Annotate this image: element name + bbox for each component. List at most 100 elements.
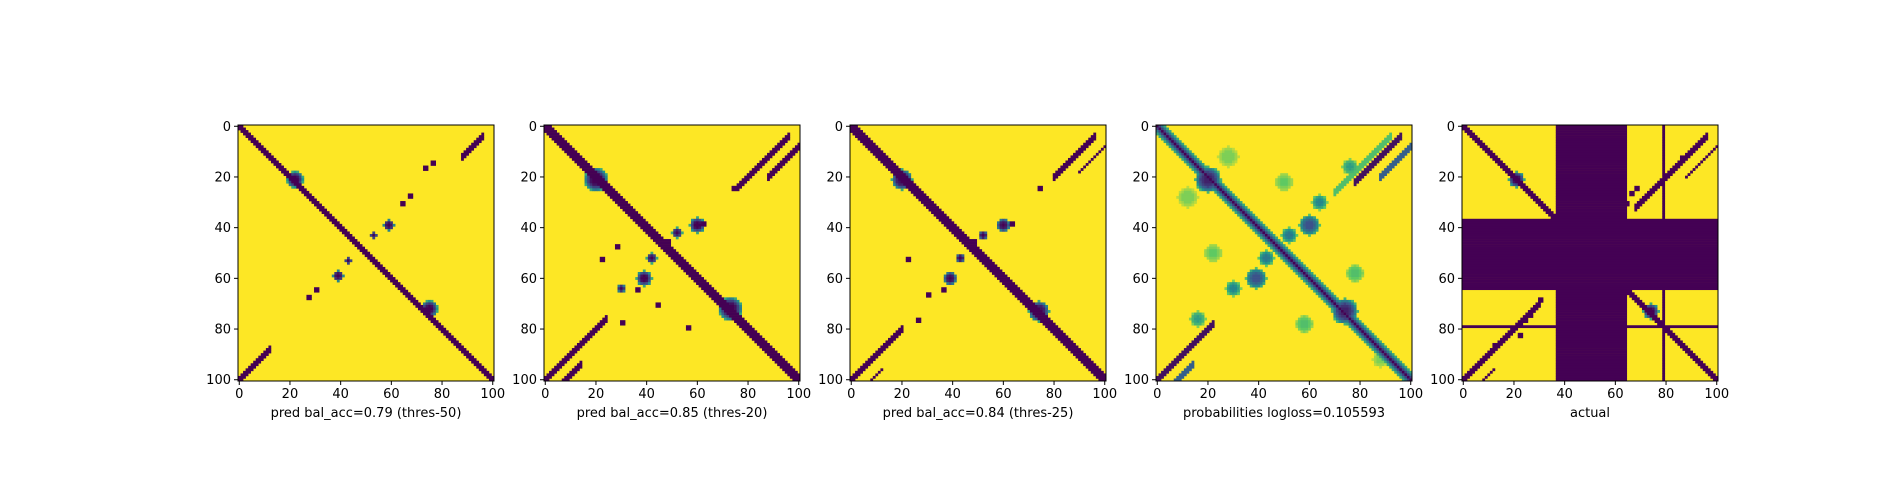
heatmap-cell — [1259, 231, 1263, 235]
heatmap-cell — [1176, 142, 1180, 146]
heatmap-cell — [1361, 274, 1365, 278]
heatmap-cell — [1239, 287, 1243, 291]
x-axis-label: pred bal_acc=0.85 (thres-20) — [577, 406, 768, 421]
y-tick-label: 0 — [223, 120, 231, 135]
heatmap-cell — [1188, 342, 1197, 346]
heatmap-cell — [1341, 307, 1349, 311]
heatmap-cell — [1348, 317, 1352, 321]
heatmap-cell — [1361, 269, 1365, 273]
x-tick-label: 100 — [1092, 387, 1117, 402]
heatmap-cell — [642, 228, 656, 232]
heatmap-cell — [1401, 150, 1410, 154]
heatmap-cell — [1188, 163, 1192, 166]
heatmap-cell — [1343, 317, 1349, 321]
heatmap-cell — [339, 274, 343, 278]
heatmap-cell — [1338, 315, 1342, 318]
heatmap-cell — [665, 251, 679, 255]
heatmap-cell — [1267, 241, 1271, 245]
heatmap-cell — [966, 246, 980, 250]
heatmap-cell — [1161, 125, 1164, 128]
heatmap-cell — [602, 175, 606, 179]
heatmap-cell — [296, 175, 300, 179]
heatmap-cell — [1662, 363, 1666, 367]
heatmap-cell — [1234, 208, 1238, 212]
heatmap-cell — [860, 140, 874, 144]
heatmap-cell — [1219, 152, 1223, 156]
heatmap-cell — [1221, 147, 1225, 151]
heatmap-cell — [1315, 226, 1319, 230]
heatmap-cell — [1348, 274, 1352, 278]
heatmap-cell — [1188, 152, 1192, 156]
heatmap-cell — [1280, 178, 1289, 182]
heatmap-cell — [1252, 216, 1256, 220]
heatmap-cell — [314, 287, 320, 291]
heatmap-cell — [1287, 264, 1291, 268]
heatmap-cell — [1262, 233, 1266, 237]
heatmap-cell — [1662, 310, 1666, 313]
heatmap-cell — [1037, 185, 1043, 189]
heatmap-cell — [243, 132, 251, 136]
heatmap-cell — [1216, 256, 1220, 260]
heatmap-cell — [961, 259, 965, 263]
heatmap-cell — [1275, 180, 1278, 184]
heatmap-cell — [1325, 287, 1329, 291]
heatmap-cell — [1161, 132, 1164, 136]
heatmap-cell — [1239, 216, 1243, 220]
x-tick-label: 0 — [1459, 387, 1467, 402]
heatmap-cell — [1538, 203, 1546, 207]
heatmap-cell — [867, 147, 881, 151]
heatmap-cell — [1290, 178, 1294, 182]
heatmap-cell — [1318, 203, 1322, 207]
heatmap-cell — [734, 307, 737, 311]
heatmap-cell — [1173, 358, 1182, 362]
heatmap-cell — [756, 342, 770, 346]
heatmap-cell — [1674, 340, 1683, 344]
heatmap-cell — [1320, 198, 1324, 202]
heatmap-cell — [1555, 337, 1628, 341]
y-tick-label: 20 — [520, 170, 537, 185]
heatmap-cell — [1325, 292, 1329, 296]
heatmap-cell — [1237, 211, 1240, 215]
heatmap-cell — [1188, 157, 1192, 161]
heatmap-cell — [1249, 279, 1253, 283]
heatmap-cell — [1290, 236, 1294, 240]
heatmap-cell — [946, 226, 960, 230]
heatmap-cell — [736, 322, 750, 326]
heatmap-cell — [882, 342, 891, 346]
heatmap-cell — [1662, 125, 1666, 128]
heatmap-cell — [1214, 190, 1218, 194]
heatmap-cell — [1257, 228, 1261, 232]
heatmap-cell — [1320, 206, 1324, 209]
x-tick-label: 20 — [1506, 387, 1523, 402]
heatmap-cell — [1555, 157, 1628, 161]
x-tick-label: 20 — [282, 387, 299, 402]
heatmap-cell — [1667, 332, 1676, 336]
heatmap-cell — [1234, 201, 1238, 204]
heatmap-cell — [1163, 140, 1167, 144]
heatmap-cell — [898, 183, 904, 187]
heatmap-cell — [782, 137, 791, 141]
heatmap-cell — [779, 140, 788, 144]
heatmap-cell — [1303, 221, 1306, 225]
heatmap-cell — [1158, 373, 1167, 377]
heatmap-cell — [1201, 322, 1205, 326]
heatmap-cell — [1229, 292, 1233, 296]
heatmap-cell — [938, 218, 952, 222]
heatmap-cell — [1226, 193, 1230, 197]
heatmap-cell — [377, 266, 386, 270]
heatmap-cell — [1234, 198, 1238, 202]
heatmap-cell — [1259, 259, 1263, 263]
heatmap-cell — [263, 152, 272, 156]
heatmap-cell — [1351, 327, 1354, 331]
heatmap-cell — [1361, 330, 1365, 334]
heatmap-cell — [736, 299, 740, 303]
heatmap-cell — [1310, 284, 1314, 288]
heatmap-cell — [1214, 175, 1218, 179]
heatmap-cell — [979, 233, 983, 237]
heatmap-cell — [1323, 195, 1327, 199]
heatmap-cell — [1204, 185, 1207, 189]
heatmap-cell — [1489, 155, 1498, 159]
heatmap-cell — [1303, 269, 1306, 273]
heatmap-cell — [1219, 249, 1223, 253]
